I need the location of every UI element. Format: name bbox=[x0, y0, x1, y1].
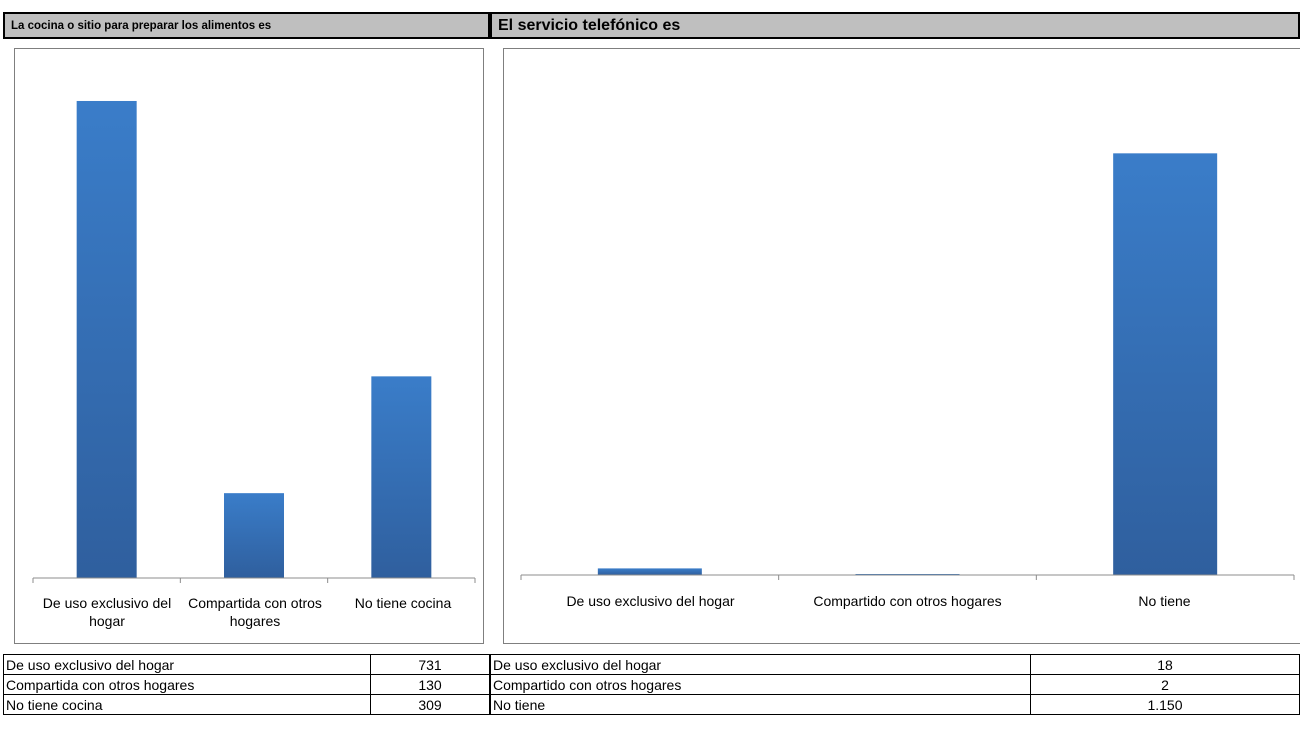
left-chart-panel: De uso exclusivo del hogar Compartida co… bbox=[14, 48, 484, 644]
table-cell-value: 731 bbox=[370, 654, 490, 675]
right-bar-2 bbox=[1113, 153, 1218, 575]
right-data-table: De uso exclusivo del hogar 18 Compartido… bbox=[490, 654, 1300, 715]
table-row: Compartida con otros hogares 130 bbox=[3, 674, 490, 695]
table-cell-value: 130 bbox=[370, 674, 490, 695]
table-cell-category: No tiene bbox=[490, 694, 1031, 715]
table-cell-value: 1.150 bbox=[1030, 694, 1300, 715]
left-chart-title-text: La cocina o sitio para preparar los alim… bbox=[11, 19, 272, 32]
right-chart-title: El servicio telefónico es bbox=[490, 12, 1300, 39]
left-chart-title: La cocina o sitio para preparar los alim… bbox=[3, 12, 490, 39]
right-x-label-2: No tiene bbox=[1138, 593, 1191, 609]
left-x-label-0: De uso exclusivo del hogar bbox=[42, 595, 172, 629]
right-chart-svg bbox=[520, 153, 1295, 580]
left-bar-1 bbox=[224, 493, 284, 578]
right-x-label-0: De uso exclusivo del hogar bbox=[566, 593, 735, 609]
table-cell-value: 2 bbox=[1030, 674, 1300, 695]
table-row: No tiene 1.150 bbox=[490, 694, 1300, 715]
table-row: Compartido con otros hogares 2 bbox=[490, 674, 1300, 695]
left-chart-svg bbox=[32, 100, 476, 583]
table-row: De uso exclusivo del hogar 18 bbox=[490, 654, 1300, 675]
table-cell-category: De uso exclusivo del hogar bbox=[490, 654, 1031, 675]
table-cell-category: Compartida con otros hogares bbox=[3, 674, 371, 695]
table-row: No tiene cocina 309 bbox=[3, 694, 490, 715]
table-cell-category: No tiene cocina bbox=[3, 694, 371, 715]
table-row: De uso exclusivo del hogar 731 bbox=[3, 654, 490, 675]
left-x-label-1: Compartida con otros hogares bbox=[188, 595, 322, 629]
left-x-label-2: No tiene cocina bbox=[354, 595, 452, 611]
table-cell-category: Compartido con otros hogares bbox=[490, 674, 1031, 695]
left-bar-0 bbox=[76, 100, 137, 578]
right-chart-title-text: El servicio telefónico es bbox=[498, 16, 681, 34]
right-chart-panel: De uso exclusivo del hogar Compartido co… bbox=[503, 48, 1300, 644]
right-bar-0 bbox=[597, 568, 702, 575]
table-cell-category: De uso exclusivo del hogar bbox=[3, 654, 371, 675]
left-data-table: De uso exclusivo del hogar 731 Compartid… bbox=[3, 654, 490, 715]
right-x-label-1: Compartido con otros hogares bbox=[813, 593, 1002, 609]
table-cell-value: 18 bbox=[1030, 654, 1300, 675]
table-cell-value: 309 bbox=[370, 694, 490, 715]
left-bar-2 bbox=[371, 376, 432, 578]
